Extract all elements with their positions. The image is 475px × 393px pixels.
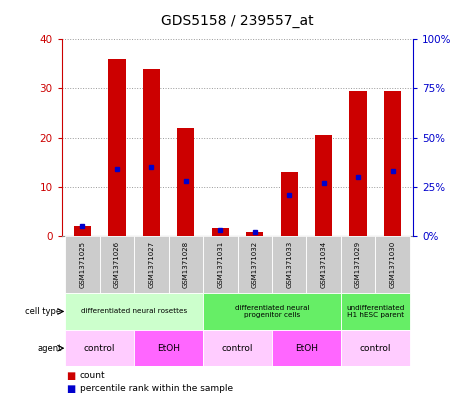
Bar: [341, 236, 375, 293]
Bar: [134, 330, 203, 366]
Text: GSM1371031: GSM1371031: [217, 241, 223, 288]
Bar: [108, 59, 125, 236]
Text: control: control: [222, 344, 253, 353]
Text: control: control: [84, 344, 115, 353]
Text: cell type: cell type: [25, 307, 61, 316]
Bar: [272, 236, 306, 293]
Text: ■: ■: [66, 371, 76, 381]
Text: GSM1371032: GSM1371032: [252, 241, 258, 288]
Bar: [341, 330, 410, 366]
Text: EtOH: EtOH: [157, 344, 180, 353]
Text: GSM1371027: GSM1371027: [148, 241, 154, 288]
Bar: [350, 91, 367, 236]
Text: undifferentiated
H1 hESC parent: undifferentiated H1 hESC parent: [346, 305, 405, 318]
Text: ■: ■: [66, 384, 76, 393]
Bar: [134, 236, 169, 293]
Text: GSM1371030: GSM1371030: [390, 241, 396, 288]
Text: EtOH: EtOH: [295, 344, 318, 353]
Text: GDS5158 / 239557_at: GDS5158 / 239557_at: [161, 14, 314, 28]
Text: GSM1371033: GSM1371033: [286, 241, 292, 288]
Text: percentile rank within the sample: percentile rank within the sample: [80, 384, 233, 393]
Bar: [375, 236, 410, 293]
Bar: [142, 69, 160, 236]
Bar: [281, 172, 298, 236]
Bar: [306, 236, 341, 293]
Bar: [212, 228, 229, 236]
Bar: [203, 293, 341, 330]
Bar: [238, 236, 272, 293]
Text: GSM1371034: GSM1371034: [321, 241, 327, 288]
Text: agent: agent: [37, 344, 61, 353]
Bar: [74, 226, 91, 236]
Text: GSM1371025: GSM1371025: [79, 241, 86, 288]
Bar: [177, 128, 194, 236]
Bar: [341, 293, 410, 330]
Text: GSM1371028: GSM1371028: [183, 241, 189, 288]
Bar: [169, 236, 203, 293]
Bar: [203, 236, 238, 293]
Bar: [246, 232, 263, 236]
Text: GSM1371029: GSM1371029: [355, 241, 361, 288]
Bar: [65, 330, 134, 366]
Bar: [100, 236, 134, 293]
Bar: [272, 330, 341, 366]
Bar: [65, 293, 203, 330]
Bar: [203, 330, 272, 366]
Bar: [65, 236, 100, 293]
Bar: [384, 91, 401, 236]
Text: differentiated neural
progenitor cells: differentiated neural progenitor cells: [235, 305, 309, 318]
Text: GSM1371026: GSM1371026: [114, 241, 120, 288]
Text: control: control: [360, 344, 391, 353]
Text: differentiated neural rosettes: differentiated neural rosettes: [81, 309, 187, 314]
Bar: [315, 135, 332, 236]
Text: count: count: [80, 371, 105, 380]
